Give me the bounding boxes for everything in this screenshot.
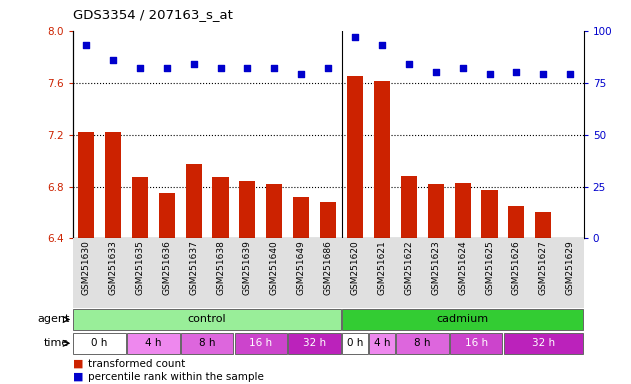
Text: ■: ■ [73,372,86,382]
Point [162,65,172,71]
Bar [509,206,524,238]
Text: percentile rank within the sample: percentile rank within the sample [88,372,264,382]
Text: GSM251640: GSM251640 [270,240,279,295]
Point [404,61,414,67]
Bar [266,184,283,238]
Bar [132,177,148,238]
Text: 0 h: 0 h [347,338,363,348]
Bar [78,132,94,238]
Text: GSM251623: GSM251623 [431,240,440,295]
Text: control: control [188,314,227,324]
Text: GSM251625: GSM251625 [485,240,494,295]
FancyBboxPatch shape [73,238,584,308]
Text: time: time [44,338,69,348]
Point [485,71,495,78]
Text: ■: ■ [73,359,86,369]
Bar [428,184,444,238]
Point [323,65,333,71]
Bar [374,81,390,238]
Text: GSM251629: GSM251629 [566,240,575,295]
Text: 16 h: 16 h [464,338,488,348]
FancyBboxPatch shape [73,333,126,354]
Text: GSM251624: GSM251624 [458,240,467,295]
Bar [454,183,471,238]
Bar [105,132,121,238]
Point [431,69,441,75]
FancyBboxPatch shape [127,333,180,354]
FancyBboxPatch shape [73,309,341,330]
Text: GSM251622: GSM251622 [404,240,413,295]
Text: 32 h: 32 h [532,338,555,348]
Text: GSM251686: GSM251686 [324,240,333,295]
Bar [186,164,202,238]
Bar [347,76,363,238]
Point [269,65,280,71]
FancyBboxPatch shape [235,333,287,354]
Text: 16 h: 16 h [249,338,273,348]
Bar [401,176,417,238]
Text: GSM251627: GSM251627 [539,240,548,295]
Point [350,34,360,40]
Point [189,61,199,67]
FancyBboxPatch shape [288,333,341,354]
Bar [320,202,336,238]
FancyBboxPatch shape [450,333,502,354]
Text: 8 h: 8 h [199,338,215,348]
Point [377,42,387,48]
Text: 0 h: 0 h [91,338,108,348]
Point [565,71,575,78]
FancyBboxPatch shape [504,333,583,354]
Text: GSM251638: GSM251638 [216,240,225,295]
Point [511,69,521,75]
Text: 4 h: 4 h [374,338,390,348]
Text: GSM251626: GSM251626 [512,240,521,295]
Text: transformed count: transformed count [88,359,186,369]
FancyBboxPatch shape [369,333,395,354]
Text: GSM251630: GSM251630 [81,240,90,295]
FancyBboxPatch shape [180,333,233,354]
Point [538,71,548,78]
Point [457,65,468,71]
FancyBboxPatch shape [342,309,583,330]
Bar [293,197,309,238]
Bar [213,177,228,238]
Point [81,42,91,48]
Point [296,71,306,78]
Text: agent: agent [37,314,69,324]
Text: cadmium: cadmium [437,314,488,324]
Text: GSM251620: GSM251620 [351,240,360,295]
Text: 8 h: 8 h [414,338,430,348]
Text: GSM251633: GSM251633 [109,240,117,295]
Point [135,65,145,71]
Text: 32 h: 32 h [303,338,326,348]
Text: GDS3354 / 207163_s_at: GDS3354 / 207163_s_at [73,8,232,21]
Text: GSM251637: GSM251637 [189,240,198,295]
Bar [535,212,551,238]
Text: GSM251639: GSM251639 [243,240,252,295]
Text: GSM251635: GSM251635 [135,240,144,295]
Text: GSM251621: GSM251621 [377,240,386,295]
FancyBboxPatch shape [342,333,368,354]
FancyBboxPatch shape [396,333,449,354]
Bar [481,190,498,238]
Text: GSM251649: GSM251649 [297,240,305,295]
Bar [158,193,175,238]
Point [215,65,225,71]
Bar [239,181,256,238]
Text: GSM251636: GSM251636 [162,240,171,295]
Text: 4 h: 4 h [145,338,162,348]
Point [108,57,118,63]
Point [242,65,252,71]
